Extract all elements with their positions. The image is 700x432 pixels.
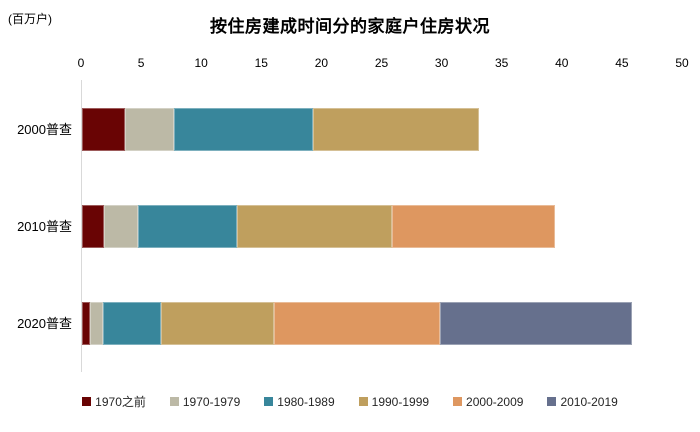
legend-swatch-icon bbox=[358, 397, 368, 406]
bar-segment-1970-1979 bbox=[90, 302, 103, 345]
bar-segment-1980-1989 bbox=[103, 302, 161, 345]
legend-item: 2000-2009 bbox=[453, 395, 523, 409]
x-tick-label: 5 bbox=[137, 56, 145, 70]
bar-segment-1970之前 bbox=[82, 108, 125, 151]
category-label: 2010普查 bbox=[17, 219, 72, 234]
category-label: 2020普查 bbox=[17, 316, 72, 331]
bar-segment-2000-2009 bbox=[274, 302, 440, 345]
legend-item: 1990-1999 bbox=[358, 394, 430, 409]
legend-label: 1980-1989 bbox=[277, 394, 335, 409]
bar-row bbox=[82, 205, 555, 248]
legend-swatch-icon bbox=[82, 397, 92, 406]
category-label: 2000普查 bbox=[17, 122, 72, 137]
x-tick-label: 20 bbox=[314, 56, 329, 70]
unit-label: (百万户) bbox=[8, 12, 52, 26]
bar-row bbox=[82, 108, 479, 151]
bar-segment-1980-1989 bbox=[174, 108, 313, 151]
legend-swatch-icon bbox=[453, 397, 463, 406]
bar-segment-1970之前 bbox=[82, 302, 90, 345]
legend-label: 2000-2009 bbox=[466, 394, 524, 409]
bar-segment-1980-1989 bbox=[138, 205, 237, 248]
chart-title: 按住房建成时间分的家庭户住房状况 bbox=[210, 17, 490, 36]
legend-item: 1980-1989 bbox=[264, 394, 335, 409]
y-axis-line bbox=[81, 80, 82, 372]
x-tick-label: 40 bbox=[555, 56, 569, 70]
bar-segment-1990-1999 bbox=[313, 108, 479, 151]
x-tick-label: 50 bbox=[675, 56, 689, 70]
legend-label: 2010-2019 bbox=[560, 394, 618, 409]
x-tick-label: 15 bbox=[254, 56, 268, 70]
legend: 1970之前 1970-1979 1980-1989 1990-1999 2000-20… bbox=[0, 393, 700, 410]
legend-item: 2010-2019 bbox=[547, 394, 618, 409]
legend-swatch-icon bbox=[169, 397, 179, 406]
legend-label: 1970之前 bbox=[95, 395, 146, 409]
x-tick-label: 25 bbox=[374, 56, 389, 70]
x-tick-label: 35 bbox=[495, 56, 509, 70]
bar-segment-1990-1999 bbox=[237, 205, 392, 248]
x-tick-label: 30 bbox=[434, 56, 449, 70]
bar-segment-1970-1979 bbox=[125, 108, 174, 151]
legend-label: 1990-1999 bbox=[371, 394, 430, 409]
x-axis-tick-labels: 0 5 10 15 20 25 30 35 40 45 50 bbox=[0, 56, 700, 72]
bar-segment-2010-2019 bbox=[440, 302, 632, 345]
legend-item: 1970-1979 bbox=[169, 394, 241, 409]
bar-segment-2000-2009 bbox=[392, 205, 555, 248]
bar-row bbox=[82, 302, 632, 345]
legend-label: 1970-1979 bbox=[182, 394, 241, 409]
legend-swatch-icon bbox=[264, 397, 274, 406]
legend-item: 1970之前 bbox=[82, 393, 146, 410]
x-tick-label: 45 bbox=[615, 56, 629, 70]
bar-segment-1970-1979 bbox=[104, 205, 138, 248]
x-tick-label: 10 bbox=[194, 56, 208, 70]
x-tick-label: 0 bbox=[77, 56, 85, 70]
bar-segment-1990-1999 bbox=[161, 302, 274, 345]
bar-segment-1970之前 bbox=[82, 205, 104, 248]
legend-swatch-icon bbox=[547, 397, 557, 406]
